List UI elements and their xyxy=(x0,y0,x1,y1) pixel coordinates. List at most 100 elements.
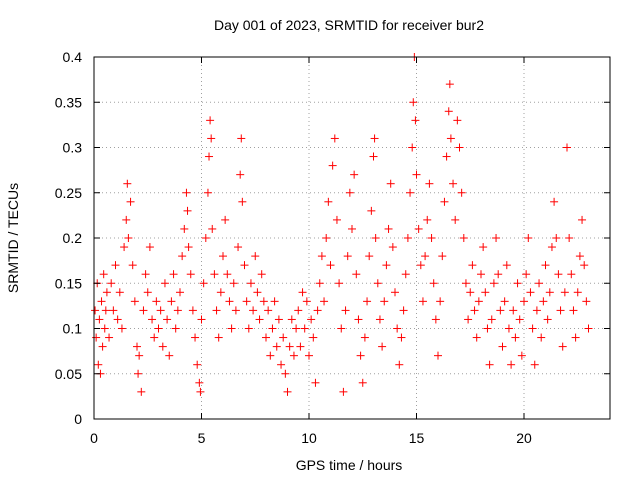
y-tick-label: 0.25 xyxy=(55,185,82,201)
data-point xyxy=(255,315,264,324)
data-point xyxy=(216,288,225,297)
data-point xyxy=(434,351,442,360)
data-point xyxy=(285,342,294,351)
data-point xyxy=(573,288,582,297)
data-point xyxy=(414,224,423,233)
data-point xyxy=(298,288,307,297)
data-point xyxy=(384,224,393,233)
data-point xyxy=(388,243,397,252)
data-point xyxy=(257,270,266,279)
data-point xyxy=(567,270,576,279)
data-point xyxy=(543,315,552,324)
data-point xyxy=(199,279,208,288)
data-point xyxy=(94,360,103,369)
data-point xyxy=(124,234,133,242)
axis-ticks: 0 0.05 0.1 0.15 0.2 0.25 0.3 0.35 0.4 0 5 10 15 20 xyxy=(55,49,610,446)
y-tick-label: 0.05 xyxy=(55,366,82,382)
data-point xyxy=(496,306,505,315)
data-point xyxy=(165,351,174,360)
data-point xyxy=(446,134,455,143)
data-point xyxy=(173,306,182,315)
data-point xyxy=(91,306,100,315)
data-point xyxy=(558,342,567,351)
data-point xyxy=(210,270,219,279)
y-axis-title: SRMTID / TECUs xyxy=(5,183,21,293)
data-point xyxy=(449,179,458,188)
data-point xyxy=(382,261,391,270)
data-point xyxy=(95,315,104,324)
data-point xyxy=(102,288,111,297)
data-point xyxy=(207,134,216,143)
data-point xyxy=(101,306,110,315)
data-point xyxy=(332,215,341,224)
y-tick-label: 0.4 xyxy=(63,49,83,65)
data-point xyxy=(208,224,217,233)
data-point xyxy=(193,360,202,369)
data-point xyxy=(123,179,132,188)
data-point xyxy=(231,306,240,315)
data-point xyxy=(287,315,296,324)
data-point xyxy=(431,315,440,324)
data-point xyxy=(470,306,479,315)
data-point xyxy=(227,324,236,333)
grid xyxy=(94,57,610,419)
data-point xyxy=(457,188,466,197)
data-point xyxy=(205,152,214,161)
data-point xyxy=(363,297,372,306)
data-point xyxy=(196,387,205,396)
y-tick-label: 0.2 xyxy=(63,230,83,246)
data-point xyxy=(367,206,376,215)
data-point xyxy=(358,378,367,387)
data-point xyxy=(539,297,548,306)
data-point xyxy=(373,279,382,288)
data-point xyxy=(395,360,404,369)
data-point xyxy=(442,152,451,161)
data-point xyxy=(360,333,369,342)
data-point xyxy=(236,170,245,179)
data-point xyxy=(436,297,445,306)
data-point xyxy=(219,252,227,261)
data-point xyxy=(206,116,215,125)
x-axis-title: GPS time / hours xyxy=(296,457,403,473)
data-point xyxy=(438,252,447,261)
data-point xyxy=(141,270,150,279)
data-point xyxy=(191,333,200,342)
data-point xyxy=(203,188,212,197)
data-point xyxy=(515,315,524,324)
data-point xyxy=(135,351,144,360)
data-point xyxy=(244,324,253,333)
data-point xyxy=(305,351,313,360)
data-point xyxy=(309,333,318,342)
data-point xyxy=(184,243,193,252)
data-point xyxy=(421,252,430,261)
data-point xyxy=(391,288,399,297)
data-point xyxy=(375,315,384,324)
data-point xyxy=(266,351,275,360)
data-point xyxy=(354,315,363,324)
data-point xyxy=(212,306,221,315)
data-point xyxy=(350,170,359,179)
data-point xyxy=(550,197,559,206)
data-point xyxy=(560,288,569,297)
data-point xyxy=(171,324,180,333)
data-point xyxy=(109,306,118,315)
data-point xyxy=(522,270,531,279)
data-point xyxy=(352,270,361,279)
data-point xyxy=(378,342,387,351)
data-point xyxy=(296,342,305,351)
data-point xyxy=(128,261,137,270)
data-point xyxy=(324,197,333,206)
data-point xyxy=(167,297,176,306)
data-point xyxy=(477,270,485,279)
data-point xyxy=(341,306,350,315)
data-point xyxy=(520,297,528,306)
data-point xyxy=(584,324,593,333)
data-point xyxy=(445,80,454,89)
data-point xyxy=(348,224,356,233)
data-point xyxy=(148,315,157,324)
data-point xyxy=(337,324,346,333)
data-point xyxy=(272,342,281,351)
data-point xyxy=(498,342,507,351)
data-point xyxy=(418,297,427,306)
data-point xyxy=(107,279,116,288)
